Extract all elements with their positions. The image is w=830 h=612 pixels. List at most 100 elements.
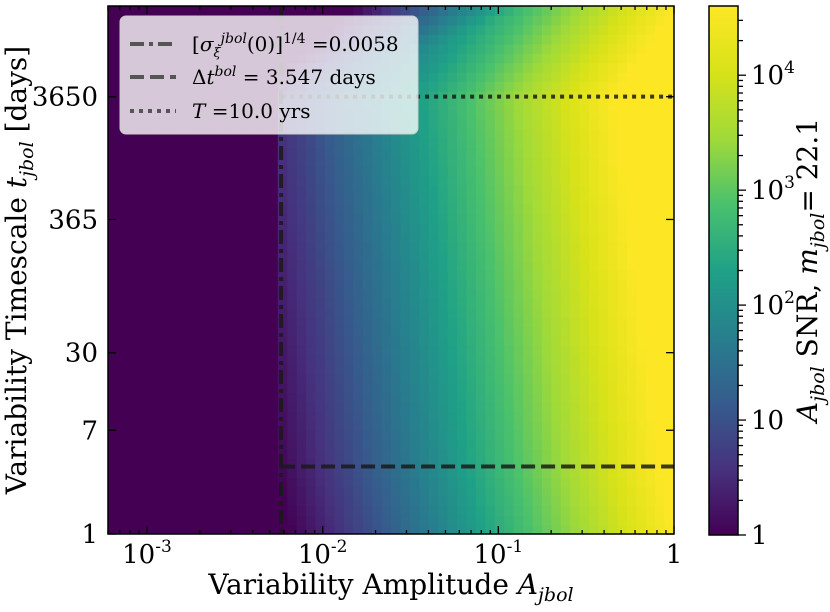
heatmap-cell [541,326,552,337]
heatmap-cell [626,477,637,488]
heatmap-cell [391,138,402,149]
heatmap-cell [202,411,213,422]
heatmap-cell [551,241,562,252]
heatmap-cell [626,194,637,205]
heatmap-cell [126,430,137,441]
heatmap-cell [296,222,307,233]
heatmap-cell [126,260,137,271]
heatmap-cell [551,147,562,158]
heatmap-cell [192,420,203,431]
heatmap-cell [108,53,119,64]
heatmap-cell [438,430,449,441]
heatmap-cell [324,279,335,290]
heatmap-cell [381,449,392,460]
heatmap-cell [400,373,411,384]
heatmap-cell [353,411,364,422]
heatmap-cell [306,392,317,403]
heatmap-cell [541,100,552,111]
heatmap-cell [362,222,373,233]
heatmap-cell [589,72,600,83]
heatmap-cell [277,298,288,309]
heatmap-cell [221,241,232,252]
heatmap-cell [494,251,505,262]
heatmap-cell [287,458,298,469]
heatmap-cell [117,298,128,309]
heatmap-cell [174,477,185,488]
heatmap-cell [523,6,534,17]
heatmap-cell [117,128,128,139]
heatmap-cell [447,185,458,196]
heatmap-cell [428,515,439,526]
heatmap-cell [485,119,496,130]
heatmap-cell [541,279,552,290]
heatmap-cell [419,345,430,356]
heatmap-cell [523,354,534,365]
heatmap-cell [221,496,232,507]
heatmap-cell [447,204,458,215]
heatmap-cell [551,213,562,224]
heatmap-cell [532,411,543,422]
heatmap-cell [400,222,411,233]
heatmap-cell [409,354,420,365]
heatmap-cell [504,496,515,507]
heatmap-cell [570,34,581,45]
heatmap-cell [532,232,543,243]
heatmap-cell [598,222,609,233]
heatmap-cell [523,251,534,262]
heatmap-cell [296,411,307,422]
heatmap-cell [457,6,468,17]
heatmap-cell [136,194,147,205]
heatmap-cell [655,430,666,441]
heatmap-cell [145,204,156,215]
heatmap-cell [409,496,420,507]
heatmap-cell [664,204,674,215]
heatmap-cell [268,439,279,450]
heatmap-cell [155,185,166,196]
heatmap-cell [551,279,562,290]
heatmap-cell [655,298,666,309]
heatmap-cell [513,260,524,271]
heatmap-cell [315,175,326,186]
heatmap-cell [570,147,581,158]
heatmap-cell [607,430,618,441]
heatmap-cell [117,175,128,186]
heatmap-cell [268,449,279,460]
heatmap-cell [268,175,279,186]
heatmap-cell [664,317,674,328]
heatmap-cell [296,166,307,177]
heatmap-cell [428,147,439,158]
heatmap-cell [598,100,609,111]
heatmap-cell [221,411,232,422]
heatmap-cell [211,505,222,516]
heatmap-cell [174,194,185,205]
heatmap-cell [296,260,307,271]
heatmap-cell [541,373,552,384]
heatmap-cell [617,420,628,431]
heatmap-cell [409,477,420,488]
heatmap-cell [579,402,590,413]
heatmap-cell [504,364,515,375]
heatmap-cell [532,486,543,497]
y-tick-label: 1 [81,520,98,550]
heatmap-cell [513,524,524,534]
heatmap-cell [315,383,326,394]
heatmap-cell [664,383,674,394]
heatmap-cell [362,524,373,534]
heatmap-cell [183,468,194,479]
heatmap-cell [494,364,505,375]
heatmap-cell [607,317,618,328]
heatmap-cell [475,138,486,149]
heatmap-cell [636,15,647,26]
heatmap-cell [447,62,458,73]
heatmap-cell [324,420,335,431]
heatmap-cell [362,496,373,507]
heatmap-cell [240,524,251,534]
heatmap-cell [202,496,213,507]
heatmap-cell [287,477,298,488]
heatmap-cell [249,364,260,375]
heatmap-cell [192,213,203,224]
heatmap-cell [117,496,128,507]
heatmap-cell [108,317,119,328]
heatmap-cell [523,166,534,177]
heatmap-cell [475,232,486,243]
